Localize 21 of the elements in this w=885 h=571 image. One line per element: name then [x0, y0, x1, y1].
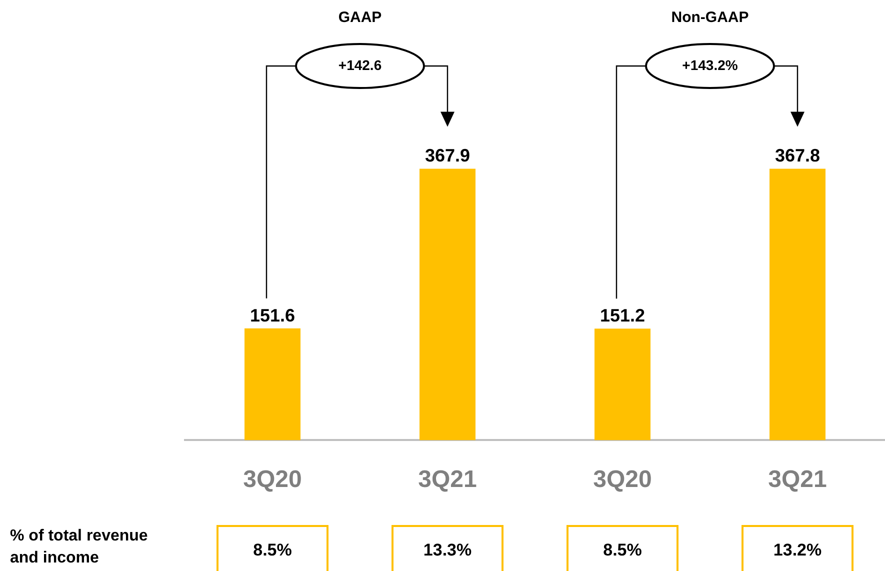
text: 13.2%	[773, 540, 822, 560]
data-label: 151.6	[250, 305, 296, 326]
x-tick-label: 3Q20	[243, 466, 302, 494]
x-tick-label: 3Q21	[768, 466, 827, 494]
text: GAAP	[338, 9, 382, 26]
text: 8.5%	[253, 540, 292, 560]
bar	[244, 328, 300, 440]
x-tick-label: 3Q20	[593, 466, 652, 494]
data-label: 367.9	[424, 146, 470, 166]
x-tick-label: 3Q21	[418, 466, 477, 494]
text: Non-GAAP	[671, 9, 749, 26]
data-label: 151.2	[600, 306, 646, 326]
data-label: 367.8	[774, 146, 820, 166]
text: % of total revenue and income	[10, 527, 148, 566]
bar	[594, 328, 650, 440]
text: 13.3%	[423, 540, 472, 560]
text: 8.5%	[603, 540, 642, 560]
text: +143.2%	[682, 56, 738, 73]
bar	[420, 168, 476, 440]
text: +142.6	[338, 56, 382, 73]
bar	[770, 168, 826, 440]
